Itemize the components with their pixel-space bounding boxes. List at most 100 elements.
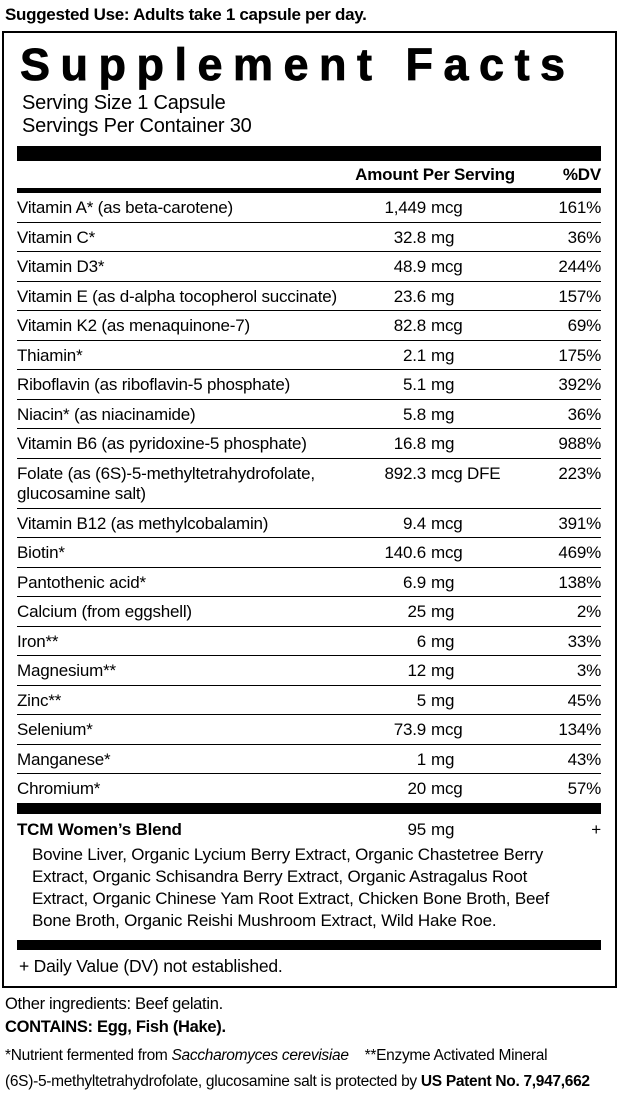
nutrient-dv: 391% (558, 513, 601, 533)
amount-value: 5.1 (402, 375, 426, 395)
nutrient-amount: 5 mg (348, 691, 523, 712)
amount-value: 32.8 (393, 227, 426, 247)
nutrient-dv: 36% (567, 404, 602, 424)
nutrient-name-line1: Vitamin A* (as beta-carotene) (17, 198, 233, 218)
divider-bar-header (17, 188, 601, 194)
table-row: Vitamin D3* 48.9 mcg 244% (17, 252, 601, 282)
footnote1-prefix: *Nutrient fermented from (5, 1047, 172, 1065)
nutrient-name-line1: Selenium* (17, 720, 93, 740)
nutrient-dv: 138% (558, 572, 601, 592)
table-row: Selenium* 73.9 mcg 134% (17, 715, 601, 745)
nutrient-name-line1: Vitamin E (as d-alpha tocopherol succina… (17, 286, 337, 306)
nutrient-name: Riboflavin (as riboflavin-5 phosphate) (17, 375, 348, 396)
footnote-line2: (6S)-5-methyltetrahydrofolate, glucosami… (5, 1069, 619, 1095)
nutrient-dv: 43% (567, 749, 602, 769)
nutrient-name: Chromium* (17, 779, 348, 800)
table-row: Thiamin* 2.1 mg 175% (17, 341, 601, 371)
nutrient-amount: 32.8 mg (348, 228, 523, 249)
nutrient-name-line1: Vitamin C* (17, 227, 95, 247)
nutrient-dv: 161% (558, 198, 601, 218)
daily-value-note: + Daily Value (DV) not established. (19, 956, 283, 977)
servings-per-container-text: Servings Per Container 30 (22, 115, 252, 138)
amount-value: 5 (416, 690, 426, 710)
footnote1-italic: Saccharomyces cerevisiae (171, 1047, 349, 1065)
nutrient-amount: 23.6 mg (348, 287, 523, 308)
nutrient-name-line2: glucosamine salt) (17, 484, 146, 504)
table-row: Niacin* (as niacinamide) 5.8 mg 36% (17, 400, 601, 430)
nutrient-name-line1: Chromium* (17, 779, 101, 799)
table-row: Riboflavin (as riboflavin-5 phosphate) 5… (17, 370, 601, 400)
nutrient-name: Vitamin C* (17, 228, 348, 249)
nutrient-name: Vitamin E (as d-alpha tocopherol succina… (17, 287, 348, 308)
table-row: Chromium* 20 mcg 57% (17, 774, 601, 803)
nutrient-name: Vitamin B12 (as methylcobalamin) (17, 514, 348, 535)
amount-value: 6 (416, 631, 426, 651)
amount-value: 1,449 (384, 198, 426, 218)
contains-text: CONTAINS: Egg, Fish (Hake). (5, 1018, 226, 1037)
nutrient-dv: 36% (567, 227, 602, 247)
amount-value: 6.9 (402, 572, 426, 592)
table-row: Manganese* 1 mg 43% (17, 745, 601, 775)
table-row: Vitamin E (as d-alpha tocopherol succina… (17, 282, 601, 312)
table-row: Zinc** 5 mg 45% (17, 686, 601, 716)
amount-unit: mg (431, 749, 455, 769)
blend-amount-value: 95 (407, 819, 426, 839)
nutrient-dv: 244% (558, 257, 601, 277)
nutrient-name-line1: Iron** (17, 631, 59, 651)
amount-unit: mg (431, 631, 455, 651)
blend-amount: 95 mg (348, 820, 523, 841)
divider-bar-note (17, 940, 601, 951)
nutrient-name-line1: Vitamin K2 (as menaquinone-7) (17, 316, 250, 336)
amount-unit: mcg (431, 316, 463, 336)
nutrient-name: Zinc** (17, 691, 348, 712)
footnote2-patent: US Patent No. 7,947,662 (420, 1073, 590, 1091)
serving-info: Serving Size 1 Capsule Servings Per Cont… (17, 92, 601, 146)
nutrient-dv: 469% (558, 543, 601, 563)
nutrient-name: Magnesium** (17, 661, 348, 682)
nutrient-amount: 5.1 mg (348, 375, 523, 396)
table-row: Magnesium** 12 mg 3% (17, 656, 601, 686)
table-row: Vitamin A* (as beta-carotene) 1,449 mcg … (17, 193, 601, 223)
supplement-facts-panel: Supplement Facts Serving Size 1 Capsule … (2, 31, 617, 989)
nutrient-amount: 6.9 mg (348, 573, 523, 594)
amount-unit: mcg (431, 543, 463, 563)
nutrient-name: Vitamin A* (as beta-carotene) (17, 198, 348, 219)
nutrient-amount: 1,449 mcg (348, 198, 523, 219)
nutrient-name-line1: Zinc** (17, 690, 62, 710)
nutrient-dv: 988% (558, 434, 601, 454)
nutrient-name: Calcium (from eggshell) (17, 602, 348, 623)
amount-value: 23.6 (393, 286, 426, 306)
amount-value: 12 (407, 661, 426, 681)
nutrient-name-line1: Niacin* (as niacinamide) (17, 404, 196, 424)
nutrient-amount: 82.8 mcg (348, 316, 523, 337)
amount-unit: mg (431, 286, 455, 306)
nutrient-name-line1: Calcium (from eggshell) (17, 602, 192, 622)
amount-unit: mcg (431, 257, 463, 277)
amount-value: 9.4 (402, 513, 426, 533)
amount-value: 20 (407, 779, 426, 799)
nutrient-dv: 175% (558, 345, 601, 365)
nutrient-dv: 69% (567, 316, 602, 336)
nutrient-amount: 9.4 mcg (348, 514, 523, 535)
divider-bar-blend (17, 802, 601, 814)
nutrient-amount: 20 mcg (348, 779, 523, 800)
nutrient-name: Folate (as (6S)-5-methyltetrahydrofolate… (17, 464, 348, 505)
nutrient-dv: 392% (558, 375, 601, 395)
nutrient-name-line1: Thiamin* (17, 345, 83, 365)
nutrient-dv: 134% (558, 720, 601, 740)
amount-unit: mg (431, 227, 455, 247)
amount-value: 5.8 (402, 404, 426, 424)
panel-title: Supplement Facts (20, 39, 576, 90)
footnote-line1: *Nutrient fermented from Saccharomyces c… (5, 1043, 619, 1069)
blend-dv: + (591, 819, 601, 839)
nutrient-dv: 157% (558, 286, 601, 306)
nutrient-name: Vitamin K2 (as menaquinone-7) (17, 316, 348, 337)
amount-unit: mg (431, 345, 455, 365)
amount-unit: mg (431, 434, 455, 454)
footnotes: *Nutrient fermented from Saccharomyces c… (5, 1043, 619, 1095)
nutrient-dv: 45% (567, 690, 602, 710)
amount-value: 25 (407, 602, 426, 622)
table-row: Iron** 6 mg 33% (17, 627, 601, 657)
amount-value: 48.9 (393, 257, 426, 277)
nutrient-name-line1: Pantothenic acid* (17, 572, 146, 592)
